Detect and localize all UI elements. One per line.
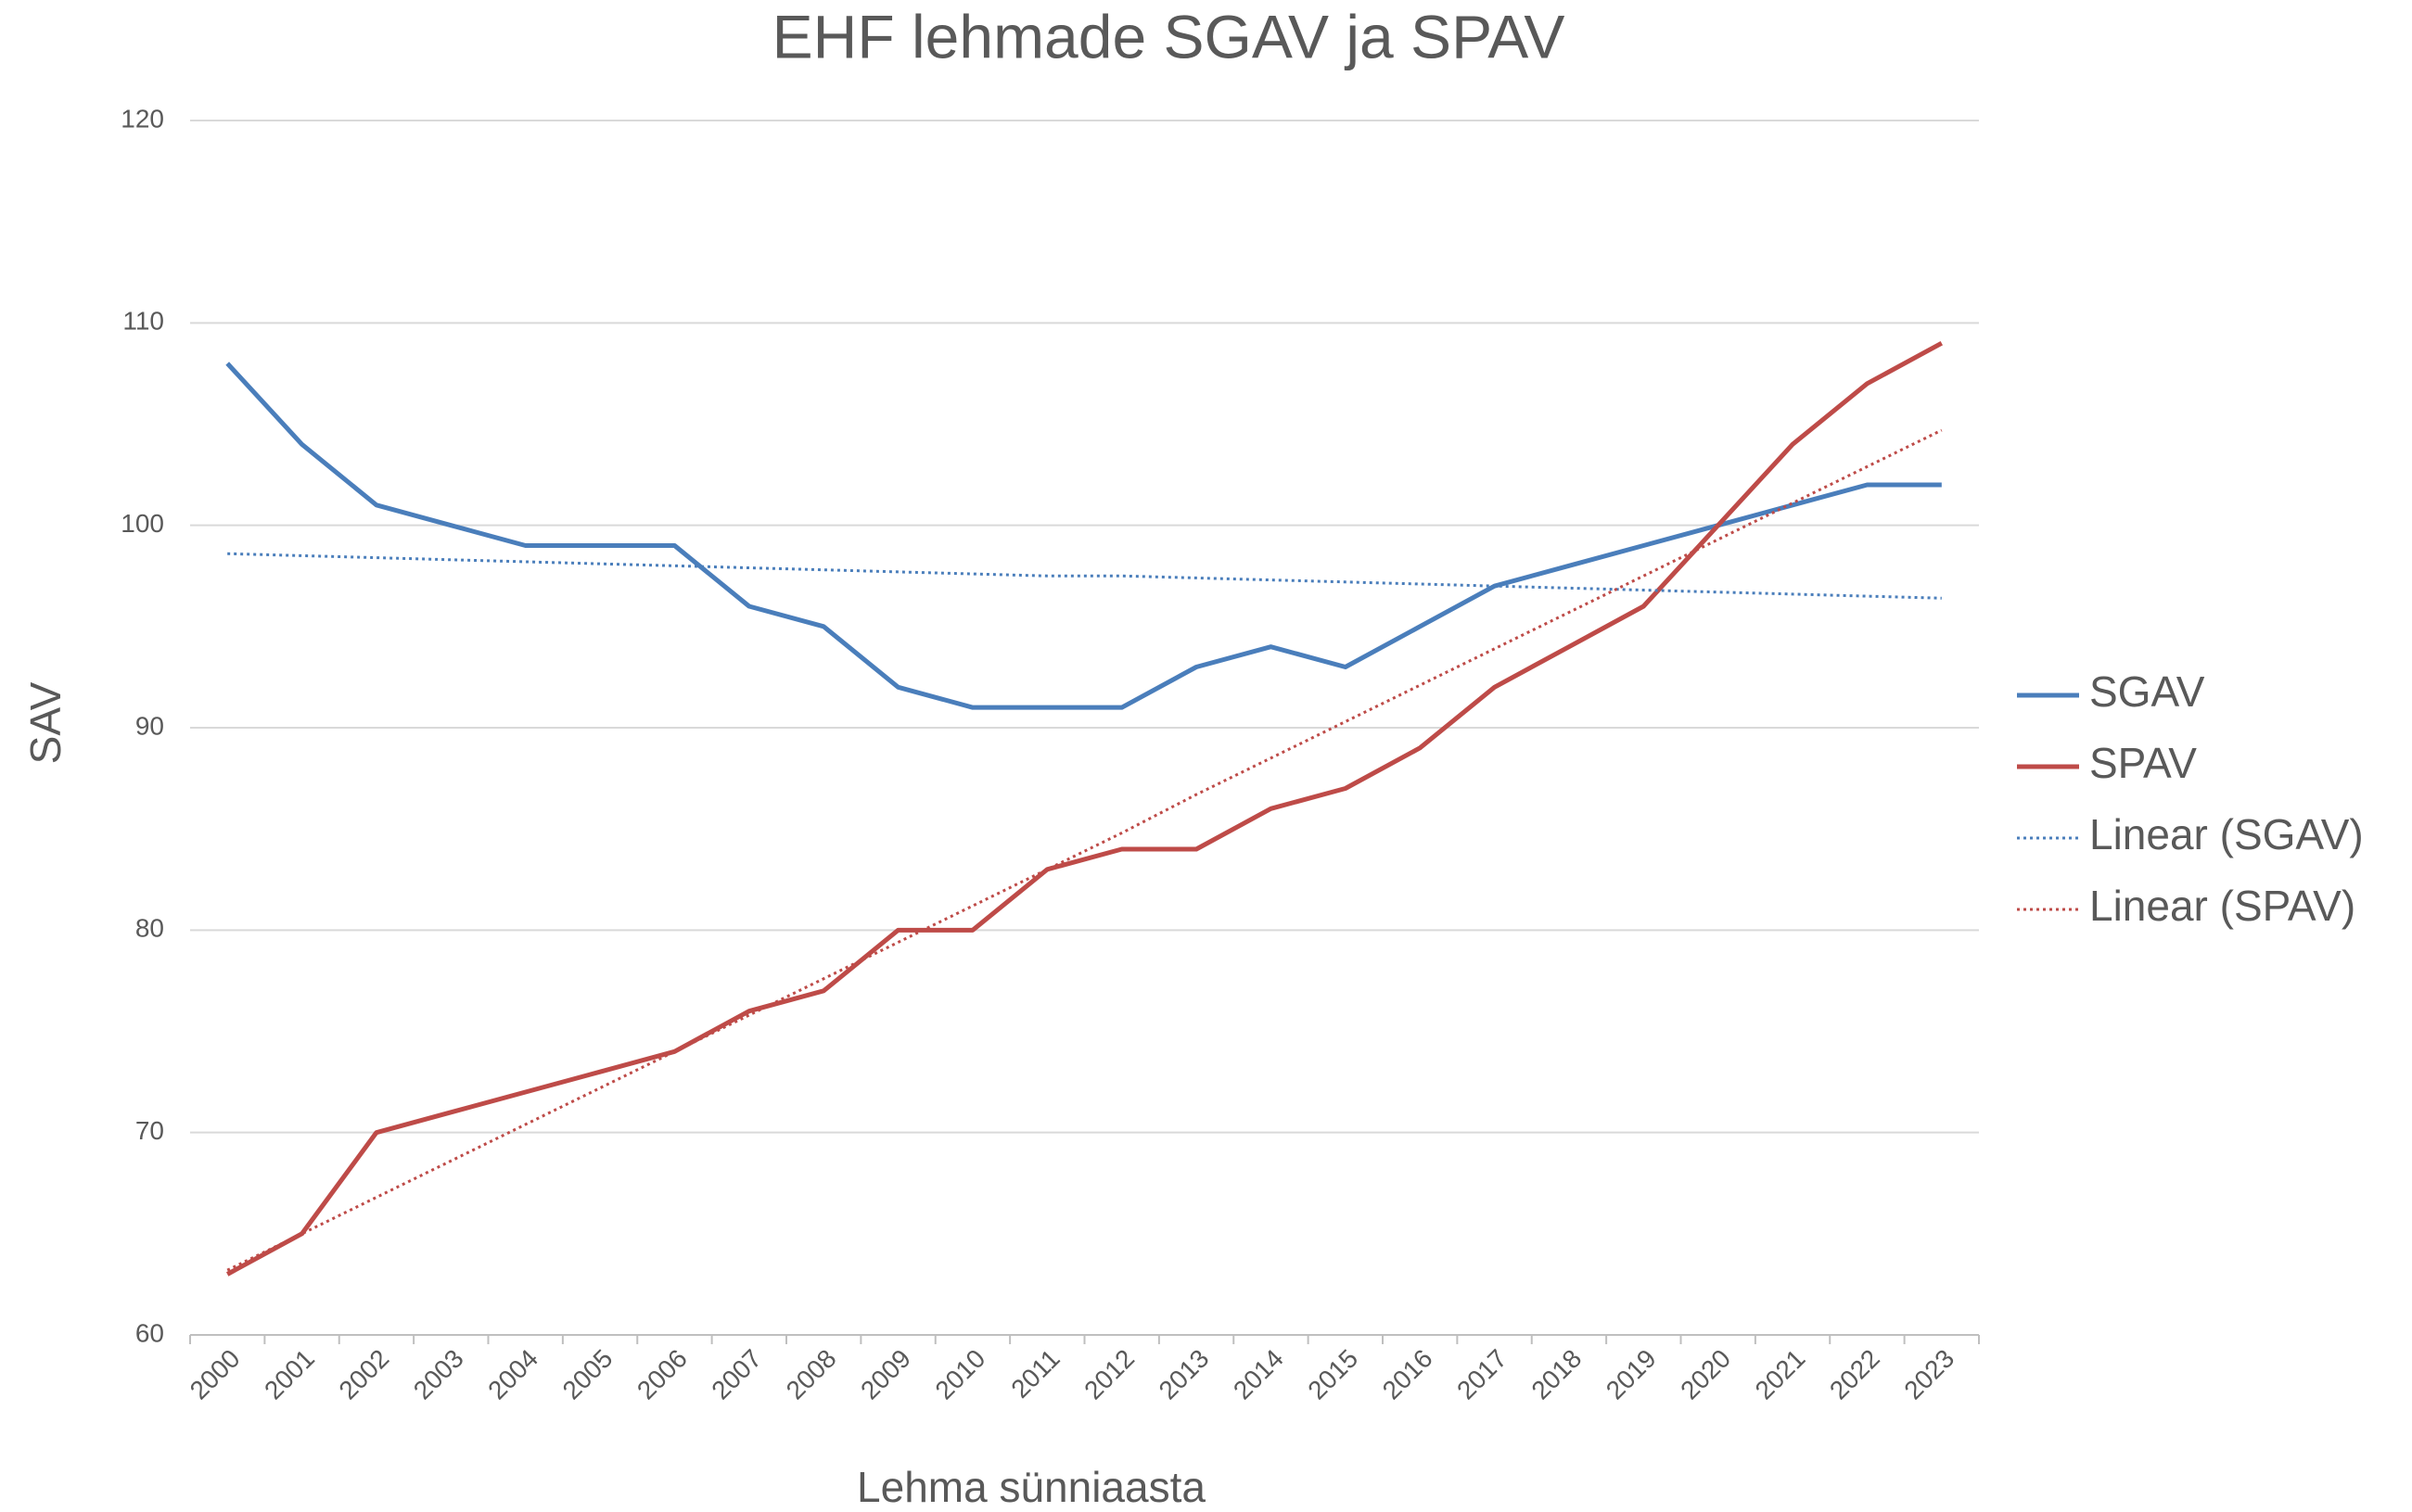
x-tick-label: 2020 [1675,1344,1736,1405]
x-tick-label: 2005 [557,1344,619,1405]
x-tick-label: 2017 [1451,1344,1512,1405]
x-tick-label: 2002 [333,1344,394,1405]
x-tick-label: 2021 [1750,1344,1811,1405]
x-tick-label: 2007 [706,1344,767,1405]
series-line [225,362,1942,710]
x-axis-title: Lehma sünniaasta [857,1463,1206,1511]
x-tick-label: 2011 [1005,1344,1066,1404]
x-tick-label: 2001 [259,1344,320,1405]
x-tick-label: 2003 [408,1344,469,1405]
y-tick-label: 60 [135,1318,164,1347]
legend-label: SGAV [2089,667,2205,716]
x-tick-label: 2000 [185,1344,246,1405]
y-tick-label: 80 [135,914,164,943]
x-tick-label: 2016 [1377,1344,1438,1405]
y-tick-label: 100 [121,509,164,538]
x-tick-label: 2014 [1228,1344,1289,1405]
chart-title: EHF lehmade SGAV ja SPAV [772,2,1565,70]
y-tick-label: 70 [135,1116,164,1145]
legend-label: Linear (SGAV) [2089,810,2364,858]
x-tick-label: 2012 [1078,1344,1140,1405]
series-line [225,340,1944,1277]
y-axis-title: SAV [21,681,70,764]
x-tick-label: 2018 [1525,1344,1587,1405]
x-tick-label: 2023 [1898,1344,1959,1405]
y-tick-label: 90 [135,711,164,740]
x-tick-label: 2019 [1601,1344,1662,1405]
x-tick-label: 2009 [855,1344,916,1405]
y-tick-label: 120 [121,104,164,133]
trend-line [227,552,1942,600]
x-tick-label: 2013 [1154,1344,1215,1405]
legend-label: Linear (SPAV) [2089,882,2355,930]
x-tick-label: 2010 [929,1344,990,1405]
y-tick-label: 110 [122,307,164,336]
x-tick-label: 2022 [1824,1344,1885,1405]
x-tick-label: 2004 [482,1344,543,1405]
x-tick-label: 2015 [1302,1344,1363,1405]
x-tick-label: 2008 [781,1344,842,1405]
trend-line [226,428,1943,1272]
legend-label: SPAV [2089,739,2197,787]
x-tick-label: 2006 [632,1344,693,1405]
